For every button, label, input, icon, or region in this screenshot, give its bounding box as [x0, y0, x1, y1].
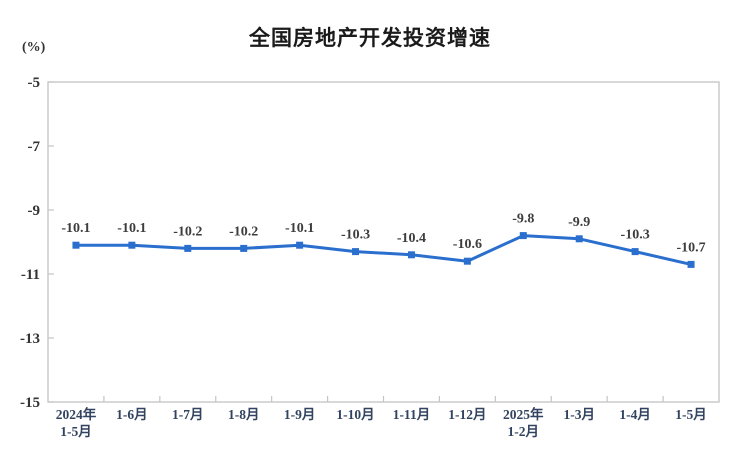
data-point-label: -10.6 — [453, 237, 482, 252]
plot-border — [47, 81, 720, 403]
x-tick-label: 1-3月 — [563, 407, 595, 422]
chart-title: 全国房地产开发投资增速 — [249, 27, 491, 50]
x-tick-label: 1-9月 — [284, 407, 316, 422]
x-tick-label: 1-4月 — [619, 407, 651, 422]
data-point-label: -10.4 — [397, 231, 426, 246]
data-point-marker — [407, 251, 415, 259]
data-point-label: -9.8 — [512, 212, 534, 227]
x-tick-label: 1-6月 — [116, 407, 148, 422]
data-point-label: -10.1 — [285, 221, 314, 236]
data-point-label: -10.7 — [676, 240, 705, 255]
x-tick-label: 2024年 1-5月 — [56, 406, 97, 439]
data-point-marker — [128, 241, 136, 249]
y-tick-label: -5 — [28, 75, 41, 91]
data-point-label: -10.2 — [229, 224, 258, 239]
data-point-marker — [352, 248, 360, 256]
x-tick-label: 1-11月 — [393, 407, 431, 422]
data-point-label: -9.9 — [568, 215, 590, 230]
data-point-marker — [687, 260, 695, 268]
x-tick-label: 2025年 1-2月 — [503, 406, 544, 439]
data-point-marker — [631, 248, 639, 256]
data-point-label: -10.1 — [61, 221, 90, 236]
y-tick-label: -9 — [28, 203, 41, 219]
data-series-line — [74, 234, 693, 266]
y-tick-label: -15 — [20, 395, 40, 411]
y-tick-label: -13 — [20, 331, 40, 347]
x-tick-label: 1-8月 — [228, 407, 260, 422]
data-point-marker — [575, 235, 583, 243]
data-point-label: -10.1 — [117, 221, 146, 236]
x-tick-label: 1-10月 — [336, 407, 374, 422]
x-tick-label: 1-5月 — [675, 407, 707, 422]
x-tick-label: 1-7月 — [172, 407, 204, 422]
data-point-label: -10.2 — [173, 224, 202, 239]
x-tick-label: 1-12月 — [448, 407, 486, 422]
data-point-marker — [519, 232, 527, 240]
y-tick-label: -7 — [28, 139, 41, 155]
y-axis-unit-label: (%) — [22, 40, 46, 55]
data-point-marker — [240, 244, 248, 252]
data-point-marker — [296, 241, 304, 249]
data-point-marker — [463, 257, 471, 265]
data-point-label: -10.3 — [621, 228, 650, 243]
data-point-marker — [72, 241, 80, 249]
data-point-label: -10.3 — [341, 228, 370, 243]
y-tick-label: -11 — [21, 267, 40, 283]
data-point-marker — [184, 244, 192, 252]
